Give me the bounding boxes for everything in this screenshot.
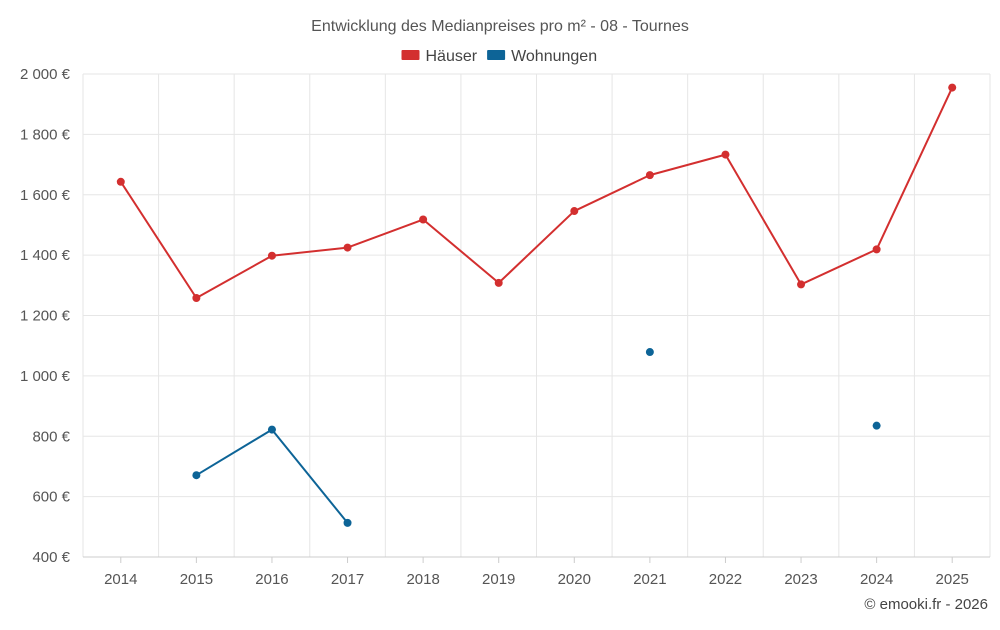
- x-tick-label: 2016: [255, 571, 288, 588]
- series-layer: [116, 83, 957, 527]
- data-point: [343, 243, 352, 252]
- y-tick-label: 1 200 €: [20, 308, 71, 325]
- legend-swatch: [487, 50, 506, 60]
- data-point: [797, 280, 806, 289]
- legend-label: Häuser: [426, 48, 478, 65]
- legend-item: Wohnungen: [487, 48, 597, 65]
- data-point: [267, 251, 276, 260]
- x-tick-label: 2018: [406, 571, 439, 588]
- data-point: [192, 471, 201, 480]
- legend-item: Häuser: [401, 48, 478, 65]
- y-tick-label: 2 000 €: [20, 66, 71, 83]
- series-line: [119, 87, 954, 299]
- legend: Häuser Wohnungen: [401, 48, 597, 65]
- x-tick-label: 2022: [709, 571, 742, 588]
- data-point: [872, 245, 881, 254]
- y-tick-label: 1 000 €: [20, 368, 71, 385]
- data-point: [192, 293, 201, 302]
- credit-text: © emooki.fr - 2026: [864, 596, 988, 613]
- series-1: [116, 83, 957, 302]
- y-tick-label: 800 €: [32, 428, 70, 445]
- data-point: [948, 83, 957, 92]
- data-point: [267, 425, 276, 434]
- data-point: [419, 215, 428, 224]
- x-tick-label: 2019: [482, 571, 515, 588]
- x-tick-label: 2015: [180, 571, 213, 588]
- data-point: [872, 421, 881, 430]
- x-tick-label: 2021: [633, 571, 666, 588]
- data-point: [116, 177, 125, 186]
- x-tick-label: 2020: [558, 571, 591, 588]
- data-point: [570, 207, 579, 216]
- axis-layer: 400 € 600 € 800 € 1 000 € 1 200 € 1 400 € 1 60…: [20, 66, 990, 588]
- y-tick-label: 1 800 €: [20, 126, 71, 143]
- y-tick-label: 1 600 €: [20, 187, 71, 204]
- data-point: [645, 348, 654, 357]
- data-point: [343, 518, 352, 527]
- series-line: [195, 428, 349, 524]
- y-tick-label: 600 €: [32, 489, 70, 506]
- series-2: [192, 348, 881, 527]
- x-tick-label: 2014: [104, 571, 137, 588]
- data-point: [645, 171, 654, 180]
- grid-layer: [82, 73, 991, 557]
- y-tick-label: 1 400 €: [20, 247, 71, 264]
- y-tick-label: 400 €: [32, 549, 70, 566]
- x-tick-label: 2024: [860, 571, 893, 588]
- data-point: [494, 278, 503, 287]
- data-point: [721, 150, 730, 159]
- legend-label: Wohnungen: [511, 48, 597, 65]
- x-tick-label: 2023: [784, 571, 817, 588]
- chart-title: Entwicklung des Medianpreises pro m² - 0…: [311, 18, 689, 35]
- legend-swatch: [401, 50, 420, 60]
- x-tick-label: 2017: [331, 571, 364, 588]
- x-tick-label: 2025: [936, 571, 969, 588]
